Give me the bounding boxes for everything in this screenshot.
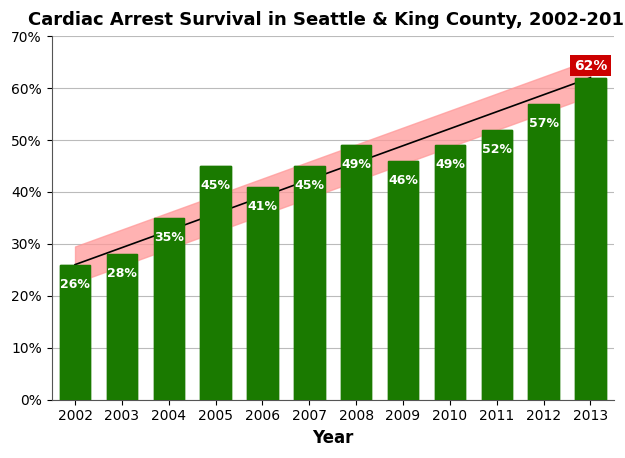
Text: 26%: 26% [60,278,90,291]
Text: 46%: 46% [388,174,418,187]
Bar [341,145,371,400]
Text: 28%: 28% [107,267,137,280]
Bar [481,130,512,400]
Bar [341,145,371,400]
Text: 41%: 41% [248,200,278,213]
Bar [60,265,90,400]
X-axis label: Year: Year [312,429,353,447]
Bar [107,254,137,400]
Bar [248,187,278,400]
Bar [575,78,606,400]
Bar [107,254,137,400]
Title: Cardiac Arrest Survival in Seattle & King County, 2002-2013: Cardiac Arrest Survival in Seattle & Kin… [29,11,625,29]
Text: 45%: 45% [294,179,324,192]
Text: 57%: 57% [529,117,559,130]
Bar [575,78,606,400]
Bar [294,166,324,400]
Bar [388,161,418,400]
Text: 35%: 35% [154,231,184,244]
Bar [481,130,512,400]
Bar [154,218,184,400]
Bar [201,166,231,400]
Bar [248,187,278,400]
Text: 52%: 52% [482,142,512,156]
Text: 49%: 49% [435,158,465,171]
Bar [528,104,559,400]
Bar [154,218,184,400]
Bar [434,145,465,400]
Bar [434,145,465,400]
Bar [528,104,559,400]
Bar [294,166,324,400]
Text: 62%: 62% [574,59,607,72]
Text: 49%: 49% [341,158,371,171]
Bar [201,166,231,400]
Bar [388,161,418,400]
Text: 45%: 45% [201,179,231,192]
Bar [60,265,90,400]
